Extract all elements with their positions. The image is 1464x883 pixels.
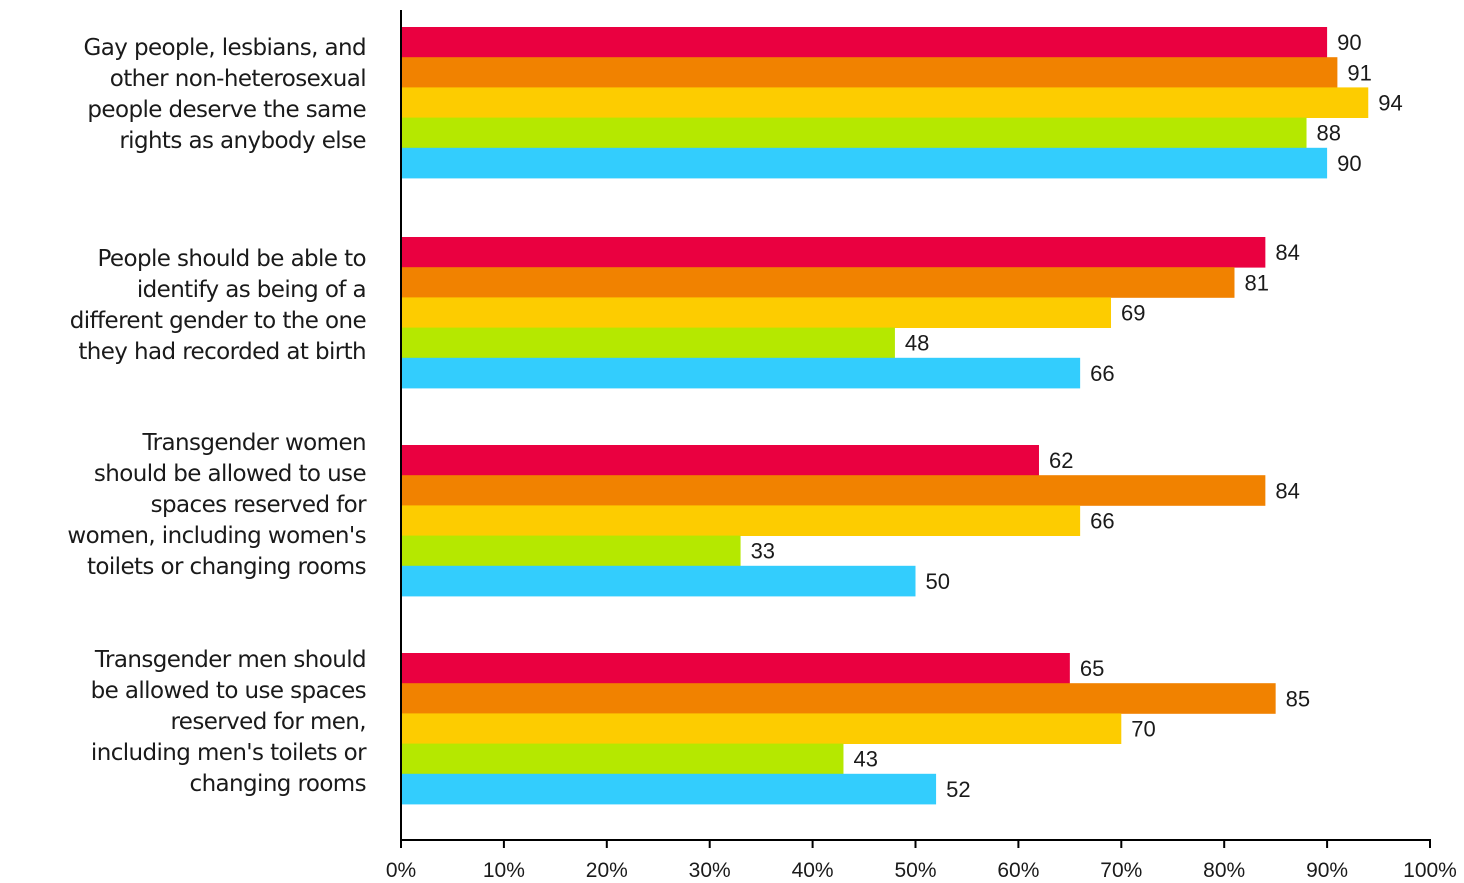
data-label: 52 [946,777,970,802]
category-label-line: they had recorded at birth [4,337,366,368]
x-tick-label: 90% [1306,859,1348,882]
category-label-line: Gay people, lesbians, and [4,33,366,64]
category-label-line: changing rooms [4,769,366,800]
category-label: People should be able to identify as bein… [4,244,366,368]
data-label: 90 [1337,30,1361,55]
category-label-line: Transgender women [4,428,366,459]
data-label: 69 [1121,301,1145,326]
x-tick-label: 100% [1403,859,1457,882]
category-label-line: toilets or changing rooms [4,552,366,583]
bar [401,237,1265,268]
bar [401,475,1265,506]
data-label: 90 [1337,151,1361,176]
data-label: 88 [1317,121,1341,146]
x-tick-label: 0% [386,859,416,882]
category-label-line: reserved for men, [4,707,366,738]
x-tick-label: 50% [894,859,936,882]
category-label-line: women, including women's [4,521,366,552]
bar [401,445,1039,476]
x-tick-label: 20% [586,859,628,882]
data-label: 48 [905,331,929,356]
data-label: 65 [1080,656,1104,681]
data-label: 91 [1347,60,1371,85]
data-label: 84 [1275,240,1299,265]
bar [401,744,843,775]
data-label: 70 [1131,717,1155,742]
x-tick-label: 80% [1203,859,1245,882]
category-label: Transgender men should be allowed to use … [4,645,366,800]
bar [401,148,1327,179]
data-label: 84 [1275,478,1299,503]
x-tick-label: 10% [483,859,525,882]
data-label: 33 [751,539,775,564]
category-label-line: identify as being of a [4,275,366,306]
bar [401,297,1111,328]
category-label-line: be allowed to use spaces [4,676,366,707]
bar [401,653,1070,684]
category-label-line: should be allowed to use [4,459,366,490]
data-label: 66 [1090,361,1114,386]
x-tick-label: 40% [792,859,834,882]
x-tick-label: 60% [997,859,1039,882]
data-label: 94 [1378,91,1402,116]
bar [401,536,741,567]
bar [401,87,1368,118]
bar [401,57,1337,88]
bar [401,774,936,805]
data-label: 50 [926,569,950,594]
bar [401,267,1234,298]
data-label: 43 [853,747,877,772]
bar [401,358,1080,389]
category-label-line: People should be able to [4,244,366,275]
bar [401,566,916,597]
bar [401,27,1327,58]
category-label-line: other non-heterosexual [4,64,366,95]
data-label: 81 [1244,270,1268,295]
category-label-line: Transgender men should [4,645,366,676]
bar [401,713,1121,744]
data-label: 62 [1049,448,1073,473]
data-label: 66 [1090,509,1114,534]
category-label-line: rights as anybody else [4,126,366,157]
x-tick-label: 70% [1100,859,1142,882]
bar [401,683,1276,714]
bar [401,328,895,359]
bars-group [401,27,1368,804]
x-tick-label: 30% [689,859,731,882]
x-axis: 0% 10% 20% 30% 40% 50% 60% 70% 80% 90% 100% [386,840,1457,882]
data-label: 85 [1286,686,1310,711]
category-label: Transgender women should be allowed to us… [4,428,366,583]
category-label-line: different gender to the one [4,306,366,337]
category-label: Gay people, lesbians, and other non-heter… [4,33,366,157]
bar [401,118,1307,149]
bar [401,505,1080,536]
category-label-line: people deserve the same [4,95,366,126]
category-label-line: spaces reserved for [4,490,366,521]
category-label-line: including men's toilets or [4,738,366,769]
